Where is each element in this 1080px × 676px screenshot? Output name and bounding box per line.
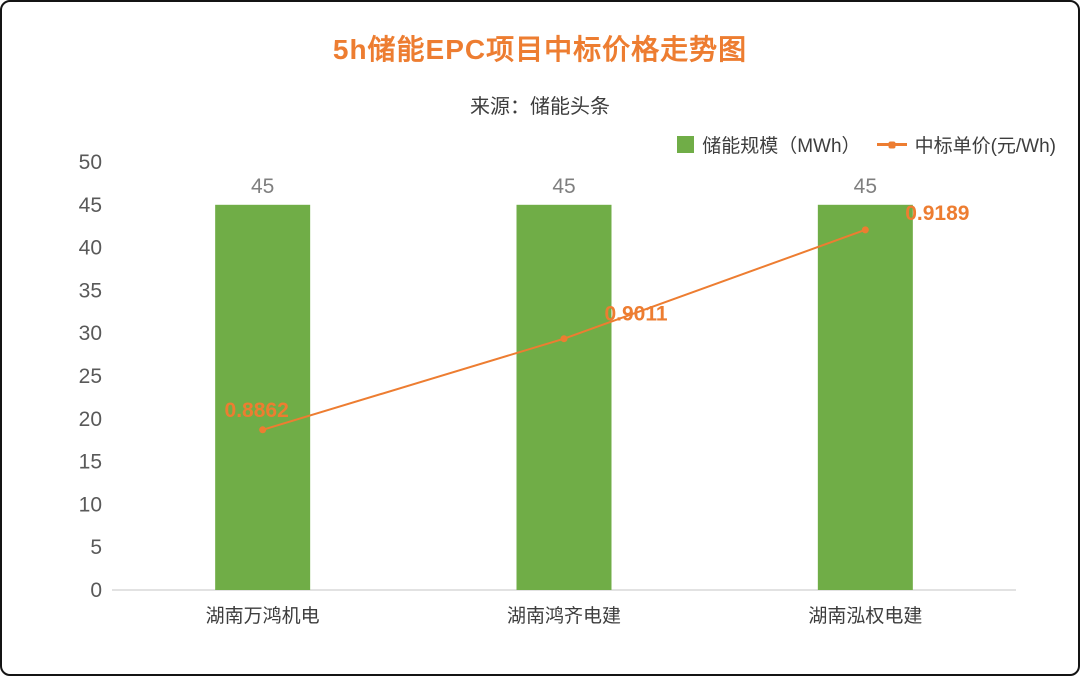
- bar-value-label: 45: [854, 175, 877, 198]
- x-axis-category-label: 湖南万鸿机电: [206, 605, 320, 627]
- chart-title: 5h储能EPC项目中标价格走势图: [332, 34, 748, 65]
- line-value-label: 0.9011: [604, 303, 667, 326]
- line-series-marker-dot-icon: [888, 141, 896, 148]
- legend-label-bar-series: 储能规模（MWh）: [702, 136, 861, 157]
- y-axis-tick-label: 25: [79, 365, 102, 388]
- x-axis-category-label: 湖南泓权电建: [808, 605, 922, 627]
- legend: 储能规模（MWh） 中标单价(元/Wh): [677, 131, 1056, 158]
- bar-series-swatch-icon: [677, 136, 695, 153]
- y-axis-tick-label: 50: [79, 151, 102, 174]
- y-axis-tick-label: 15: [79, 451, 102, 474]
- line-point-marker: [560, 335, 568, 343]
- y-axis-tick-label: 5: [90, 536, 102, 559]
- y-axis-tick-label: 45: [79, 194, 102, 217]
- line-value-label: 0.9189: [905, 202, 969, 225]
- chart-source-subtitle: 来源：储能头条: [470, 96, 610, 118]
- legend-item-line-series: 中标单价(元/Wh): [876, 131, 1056, 158]
- legend-label-line-series: 中标单价(元/Wh): [914, 136, 1056, 157]
- bar-value-label: 45: [552, 175, 575, 198]
- line-value-label: 0.8862: [225, 399, 289, 422]
- line-point-marker: [861, 226, 869, 234]
- x-axis-category-label: 湖南鸿齐电建: [507, 605, 621, 627]
- line-point-marker: [259, 426, 267, 434]
- legend-item-bar-series: 储能规模（MWh）: [677, 131, 861, 158]
- bar: [215, 204, 311, 591]
- y-axis-tick-label: 10: [79, 493, 102, 516]
- y-axis-tick-label: 35: [79, 279, 102, 302]
- y-axis-tick-label: 40: [79, 237, 102, 260]
- y-axis-tick-label: 0: [90, 579, 102, 602]
- line-series-marker-icon: [876, 141, 907, 148]
- bar: [817, 204, 913, 591]
- y-axis-tick-label: 30: [79, 322, 102, 345]
- bar-value-label: 45: [251, 175, 274, 198]
- bar: [516, 204, 612, 591]
- y-axis-tick-label: 20: [79, 408, 102, 431]
